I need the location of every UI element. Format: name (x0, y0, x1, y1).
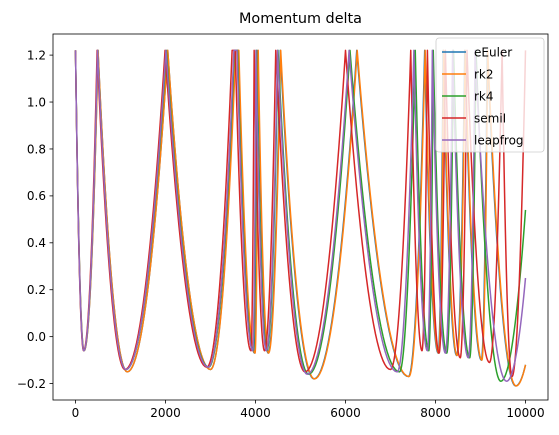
x-tick-label: 4000 (240, 406, 271, 420)
x-tick-label: 6000 (330, 406, 361, 420)
legend-label-eeuler: eEuler (474, 45, 512, 59)
y-tick-label: 0.8 (27, 142, 46, 156)
legend-label-rk4: rk4 (474, 89, 494, 103)
x-tick-label: 2000 (150, 406, 181, 420)
plot-frame (52, 33, 549, 401)
y-tick-label: 0.0 (27, 330, 46, 344)
y-tick-label: 0.6 (27, 189, 46, 203)
legend-label-leapfrog: leapfrog (474, 133, 524, 147)
x-tick-label: 0 (72, 406, 80, 420)
x-axis: 0 2000 4000 6000 8000 10000 (72, 400, 545, 420)
y-axis: −0.2 0.0 0.2 0.4 0.6 0.8 1.0 1.2 (17, 48, 53, 391)
y-tick-label: 0.4 (27, 236, 46, 250)
y-tick-label: 0.2 (27, 283, 46, 297)
x-tick-label: 8000 (420, 406, 451, 420)
x-tick-label: 10000 (506, 406, 544, 420)
legend-label-rk2: rk2 (474, 67, 494, 81)
legend-box (435, 37, 545, 153)
legend: eEuler rk2 rk4 semiI leapfrog (435, 37, 545, 153)
y-tick-label: −0.2 (17, 377, 46, 391)
legend-label-semii: semiI (474, 111, 506, 125)
chart-title: Momentum delta (239, 11, 362, 27)
y-tick-label: 1.2 (27, 48, 46, 62)
y-tick-label: 1.0 (27, 95, 46, 109)
